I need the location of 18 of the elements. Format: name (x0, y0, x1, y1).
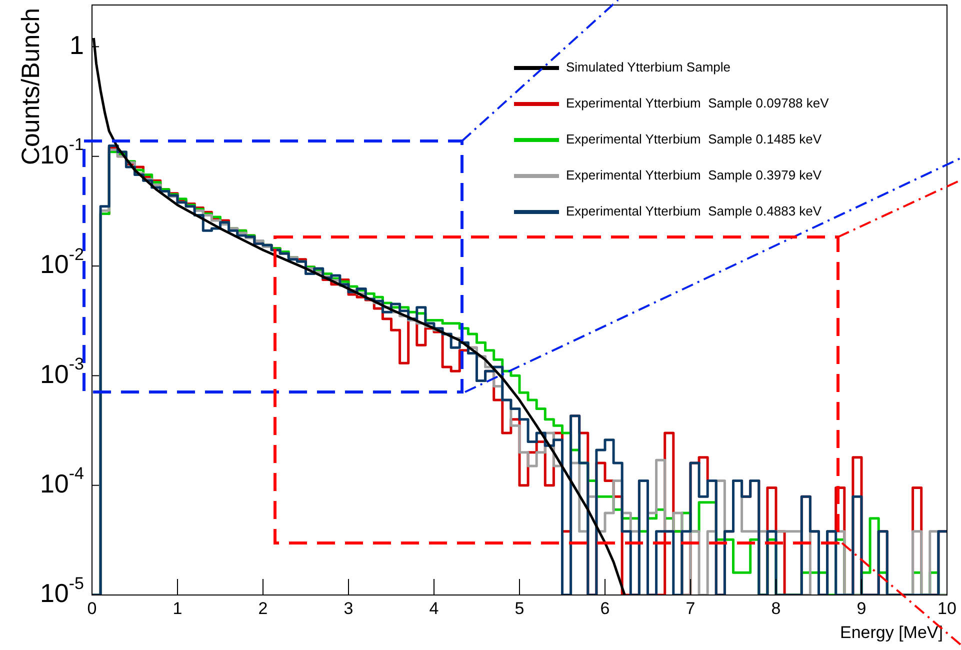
x-tick-label: 2 (258, 599, 268, 618)
x-tick-label: 0 (87, 599, 97, 618)
legend-label: Experimental Ytterbium Sample 0.09788 keV (566, 96, 830, 111)
legend-label: Experimental Ytterbium Sample 0.4883 keV (566, 204, 822, 219)
x-tick-label: 6 (600, 599, 610, 618)
x-tick-label: 5 (514, 599, 524, 618)
x-tick-label: 9 (856, 599, 866, 618)
y-tick-label: 1 (70, 30, 84, 60)
x-tick-label: 8 (771, 599, 781, 618)
x-tick-label: 10 (938, 599, 956, 618)
x-tick-label: 3 (344, 599, 354, 618)
x-axis-title: Energy [MeV] (840, 623, 943, 642)
x-tick-label: 7 (686, 599, 696, 618)
legend-label: Simulated Ytterbium Sample (566, 60, 731, 75)
legend-label: Experimental Ytterbium Sample 0.3979 keV (566, 168, 822, 183)
x-tick-label: 4 (429, 599, 439, 618)
x-tick-label: 1 (172, 599, 182, 618)
legend-label: Experimental Ytterbium Sample 0.1485 keV (566, 132, 822, 147)
